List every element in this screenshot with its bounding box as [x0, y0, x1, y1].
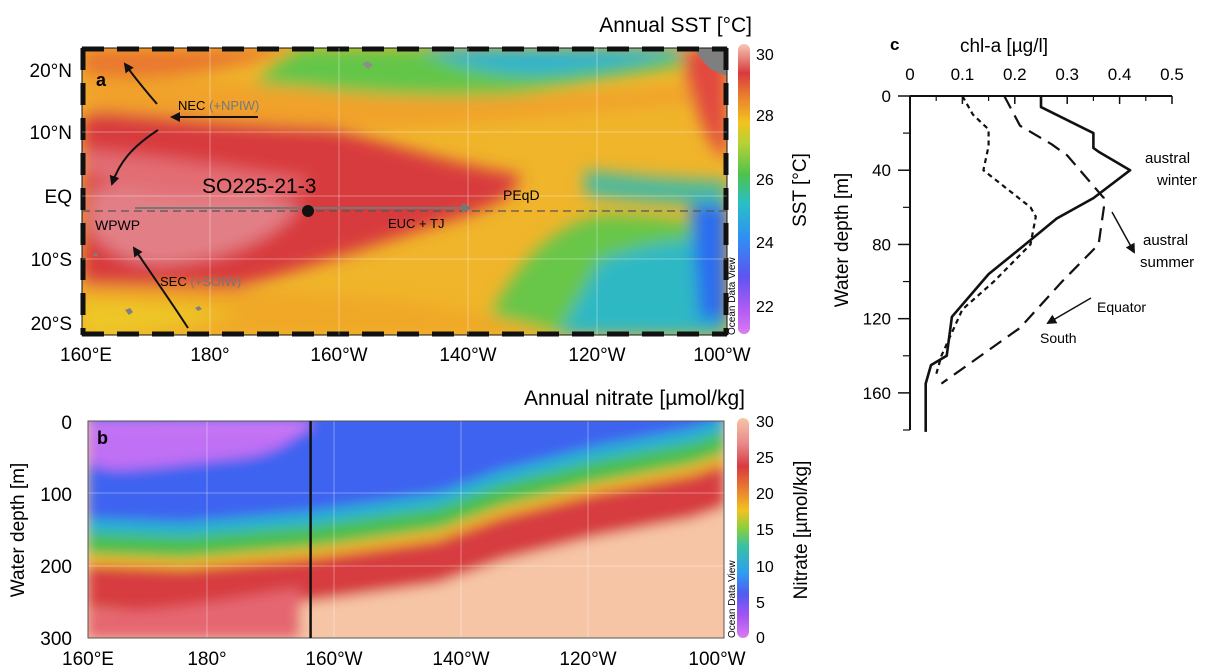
panel-a-ytick-label: 10°N	[30, 123, 72, 144]
panel-c-axes: 0 0.1 0.2 0.3 0.4 0.5 0 40 80 120 160	[863, 65, 1184, 431]
panel-b-y-ticks: 0 100 200 300	[40, 413, 72, 650]
panel-b-xtick-label: 120°W	[559, 649, 616, 669]
panel-a-ytick-label: 20°S	[31, 314, 72, 335]
series-solid	[924, 96, 1132, 432]
nitrate-yellow-band	[88, 449, 724, 570]
panel-a-xtick-label: 180°	[190, 345, 229, 366]
winter-label: austral winter	[1145, 150, 1197, 189]
nitrate-colorbar-label: Nitrate [µmol/kg]	[791, 461, 812, 600]
panel-a-letter: a	[96, 70, 107, 90]
nec-bifurcation-arrow-north	[123, 62, 158, 105]
panel-c-ytick-label: 160	[863, 384, 891, 403]
panel-a-x-ticks: 160°E 180° 160°W 140°W 120°W 100°W	[60, 345, 751, 366]
panel-b-ytick-label: 0	[61, 413, 72, 434]
winter-summer-arrow	[1111, 211, 1135, 254]
panel-a-xtick-label: 100°W	[693, 345, 750, 366]
sst-colorbar-tick: 24	[756, 235, 774, 252]
sst-colorbar-tick: 28	[756, 108, 774, 125]
panel-c-xtick-label: 0.5	[1160, 65, 1184, 84]
panel-a-title: Annual SST [°C]	[599, 14, 752, 37]
panel-c-xlabel: chl-a [µg/l]	[960, 36, 1048, 57]
site-label: SO225-21-3	[202, 175, 316, 198]
panel-c-letter: c	[890, 35, 899, 54]
panel-c-ytick-label: 0	[882, 87, 891, 106]
panel-c-series	[924, 95, 1132, 432]
panel-b-ytick-label: 300	[40, 629, 72, 650]
nitrate-colorbar-tick: 0	[756, 630, 765, 647]
panel-b-title: Annual nitrate [µmol/kg]	[524, 387, 745, 410]
panel-c-chlorophyll-profile: c chl-a [µg/l] Water depth [m] 0 0.1 0.2 0.…	[832, 35, 1197, 432]
sst-colorbar-gradient	[738, 44, 750, 334]
sst-colorbar-tick: 26	[756, 172, 774, 189]
panel-a-y-ticks: 20°N 10°N EQ 10°S 20°S	[30, 61, 72, 335]
panel-a-colorbar: 22 24 26 28 30 SST [°C] Ocean Data View	[727, 44, 811, 335]
panel-c-ytick-label: 80	[872, 235, 891, 254]
panel-c-ytick-label: 40	[872, 161, 891, 180]
panel-c-ytick-label: 120	[863, 310, 891, 329]
sst-field	[82, 48, 727, 335]
sec-label: SEC (+SOIW)	[160, 274, 241, 289]
panel-b-nitrate-section: Annual nitrate [µmol/kg]	[8, 387, 812, 669]
panel-b-letter: b	[97, 428, 108, 448]
panel-a-sst-map: Annual SST [°C]	[30, 14, 811, 366]
nitrate-colorbar-tick: 5	[756, 595, 765, 612]
panel-b-ytick-label: 200	[40, 557, 72, 578]
panel-b-ylabel: Water depth [m]	[8, 463, 29, 597]
nitrate-colorbar-gradient	[737, 418, 749, 638]
sec-arrow	[132, 246, 189, 329]
panel-a-xtick-label: 120°W	[568, 345, 625, 366]
nitrate-colorbar-ticks: 0 5 10 15 20 25 30	[756, 414, 774, 647]
nec-bifurcation-arrow-south	[109, 129, 159, 186]
panel-b-xtick-label: 140°W	[432, 649, 489, 669]
nitrate-field	[88, 421, 724, 638]
peqd-label: PEqD	[503, 187, 540, 203]
panel-b-xtick-label: 180°	[187, 649, 226, 669]
nitrate-colorbar-tick: 10	[756, 559, 774, 576]
nec-label: NEC (+NPIW)	[178, 98, 259, 113]
panel-b-xtick-label: 100°W	[688, 649, 745, 669]
panel-a-ytick-label: EQ	[45, 187, 72, 208]
sst-colorbar-label: SST [°C]	[790, 153, 811, 227]
panel-a-xtick-label: 160°E	[60, 345, 112, 366]
odv-credit-a: Ocean Data View	[727, 257, 738, 335]
series-dotted	[935, 95, 1037, 375]
panel-b-grid	[88, 421, 724, 638]
panel-b-xtick-label: 160°W	[305, 649, 362, 669]
panel-c-xtick-label: 0.4	[1108, 65, 1132, 84]
south-label: South	[1040, 330, 1077, 346]
panel-a-grid	[82, 48, 727, 335]
sst-colorbar-tick: 30	[756, 47, 774, 64]
panel-c-xtick-label: 0.2	[1003, 65, 1027, 84]
panel-a-ytick-label: 20°N	[30, 61, 72, 82]
panel-c-xtick-label: 0.3	[1055, 65, 1079, 84]
panel-c-ylabel: Water depth [m]	[832, 173, 853, 307]
euc-label: EUC + TJ	[388, 216, 444, 231]
nitrate-colorbar-tick: 20	[756, 486, 774, 503]
sst-colorbar-tick: 22	[756, 299, 774, 316]
panel-b-ytick-label: 100	[40, 485, 72, 506]
panel-a-xtick-label: 160°W	[310, 345, 367, 366]
panel-b-xtick-label: 160°E	[62, 649, 114, 669]
nitrate-colorbar-tick: 30	[756, 414, 774, 431]
summer-label: austral summer	[1140, 232, 1194, 271]
odv-credit-b: Ocean Data View	[727, 560, 738, 638]
equator-label: Equator	[1097, 299, 1146, 315]
panel-b-colorbar: 0 5 10 15 20 25 30 Nitrate [µmol/kg] Oce…	[727, 414, 812, 647]
panel-c-xtick-label: 0.1	[951, 65, 975, 84]
nitrate-green-band	[88, 428, 724, 559]
series-dashed	[940, 95, 1106, 385]
equator-south-arrow	[1046, 297, 1092, 325]
sst-colorbar-ticks: 22 24 26 28 30	[756, 47, 774, 316]
panel-a-ytick-label: 10°S	[31, 250, 72, 271]
panel-b-x-ticks: 160°E 180° 160°W 140°W 120°W 100°W	[62, 649, 746, 669]
panel-a-xtick-label: 140°W	[439, 345, 496, 366]
panel-c-annotations: austral winter austral summer Equator Sout…	[1040, 150, 1197, 346]
nitrate-colorbar-tick: 25	[756, 450, 774, 467]
panel-c-xtick-label: 0	[905, 65, 914, 84]
nitrate-colorbar-tick: 15	[756, 522, 774, 539]
wpwp-label: WPWP	[95, 217, 140, 233]
site-marker	[302, 205, 314, 217]
